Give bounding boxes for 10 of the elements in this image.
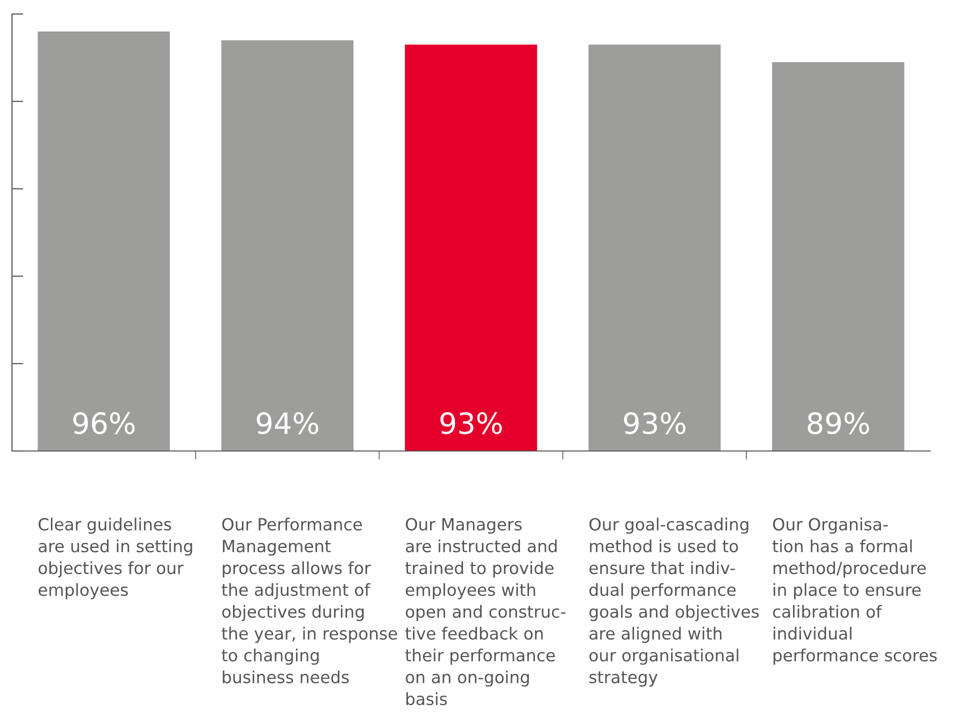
category-label: Our Managers are instructed and trained to provide employees with open and construc- tive feedback on their performance on an on-going basis — [405, 518, 566, 706]
x-tick-label: Our Performance Management process allows for the adjustment of objectives during the year, in response to changing business needs — [222, 518, 398, 684]
data-label: 89% — [808, 412, 870, 434]
x-tick-label: Clear guidelines are used in setting objectives for our employees — [38, 518, 192, 600]
data-label: 93% — [440, 412, 502, 434]
x-tick-label: Our Organisa- tion has a formal method/procedure in place to ensure calibration of individual performance scores — [772, 518, 937, 665]
data-label: 93% — [624, 412, 686, 434]
x-tick-label: Our goal-cascading method is used to ensure that indiv- dual performance goals and objectives are aligned with our organisational strategy — [589, 518, 759, 687]
data-label: 96% — [73, 412, 135, 434]
data-label: 94% — [256, 412, 318, 434]
